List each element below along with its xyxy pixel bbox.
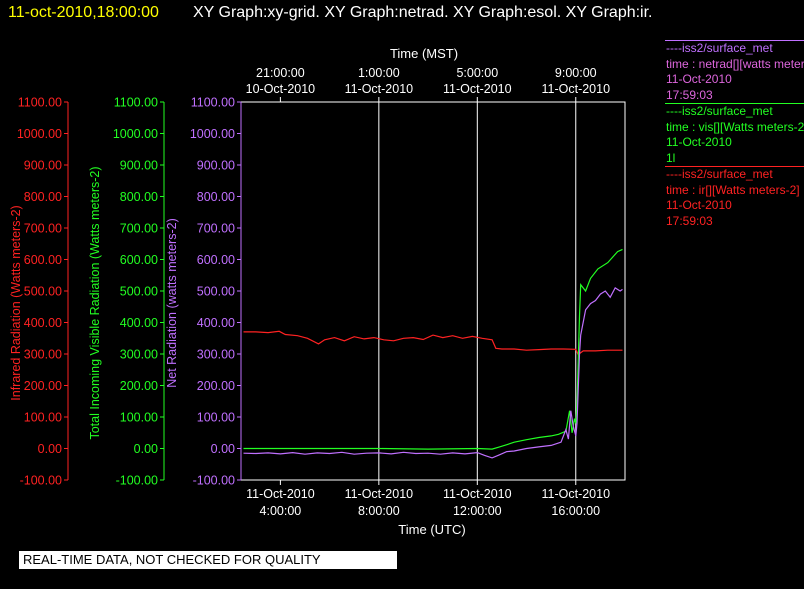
y-axis-vis-tick-label: -100.00 [116,474,158,488]
y-axis-vis-title: Total Incoming Visible Radiation (Watts … [88,166,102,439]
y-axis-vis-tick-label: 700.00 [120,222,158,236]
x-axis-tick-time: 12:00:00 [453,504,502,518]
y-axis-ir-tick-label: 400.00 [24,316,62,330]
legend-variable: time : netrad[][watts meters-2] [666,56,804,71]
y-axis-ir-tick-label: 600.00 [24,253,62,267]
x-axis-tick-date: 11-Oct-2010 [345,487,414,501]
top-axis-tick-time: 21:00:00 [256,66,305,80]
top-axis-tick-time: 9:00:00 [555,66,597,80]
y-axis-vis-tick-label: 900.00 [120,159,158,173]
y-axis-vis-tick-label: 100.00 [120,411,158,425]
legend-entry-ir[interactable]: ----iss2/surface_met time : ir[][Watts m… [665,166,804,229]
y-axis-vis-tick-label: 400.00 [120,316,158,330]
y-axis-net-tick-label: 800.00 [197,190,235,204]
legend-source: ----iss2/surface_met [666,41,773,55]
legend-source: ----iss2/surface_met [666,167,773,181]
x-axis-tick-time: 4:00:00 [260,504,302,518]
top-axis-tick-time: 5:00:00 [456,66,498,80]
legend-entry-netrad[interactable]: ----iss2/surface_met time : netrad[][wat… [665,40,804,103]
y-axis-ir-tick-label: 1000.00 [17,127,62,141]
y-axis-vis-tick-label: 200.00 [120,379,158,393]
legend-time: 17:59:03 [666,213,713,228]
y-axis-ir-tick-label: 700.00 [24,222,62,236]
x-axis-tick-date: 11-Oct-2010 [246,487,315,501]
legend-variable: time : vis[][Watts meters-2] [666,119,804,134]
y-axis-ir-tick-label: 900.00 [24,159,62,173]
legend-time: 17:59:03 [666,87,713,102]
y-axis-ir-tick-label: 300.00 [24,348,62,362]
y-axis-net-title: Net Radiation (watts meters-2) [165,218,179,388]
y-axis-ir-tick-label: -100.00 [20,474,62,488]
legend-variable: time : ir[][Watts meters-2] [666,182,800,197]
series-net-line [243,287,623,459]
legend-date: 11-Oct-2010 [666,198,732,212]
top-axis-tick-date: 10-Oct-2010 [246,82,316,96]
y-axis-net-tick-label: 400.00 [197,316,235,330]
y-axis-ir-tick-label: 800.00 [24,190,62,204]
legend-date: 11-Oct-2010 [666,135,732,149]
series-vis-line [243,248,623,450]
y-axis-net-tick-label: -100.00 [193,474,235,488]
y-axis-net-tick-label: 600.00 [197,253,235,267]
y-axis-vis-tick-label: 500.00 [120,285,158,299]
legend-date: 11-Oct-2010 [666,72,732,86]
quality-disclaimer: REAL-TIME DATA, NOT CHECKED FOR QUALITY [19,551,397,569]
y-axis-net-tick-label: 200.00 [197,379,235,393]
y-axis-vis-tick-label: 0.00 [134,442,158,456]
legend-source: ----iss2/surface_met [666,104,773,118]
y-axis-ir-tick-label: 0.00 [38,442,62,456]
legend-time: 1l [666,150,676,165]
x-axis-title: Time (UTC) [398,522,465,537]
y-axis-net-tick-label: 0.00 [211,442,235,456]
timestamp: 11-oct-2010,18:00:00 [8,4,159,21]
legend: ----iss2/surface_met time : netrad[][wat… [665,40,804,229]
legend-entry-vis[interactable]: ----iss2/surface_met time : vis[][Watts … [665,103,804,166]
y-axis-vis-tick-label: 1000.00 [113,127,158,141]
top-axis-tick-date: 11-Oct-2010 [345,82,414,96]
top-axis-tick-time: 1:00:00 [358,66,400,80]
y-axis-vis-tick-label: 600.00 [120,253,158,267]
top-axis-tick-date: 11-Oct-2010 [541,82,610,96]
y-axis-net-tick-label: 1000.00 [190,127,235,141]
y-axis-net-tick-label: 1100.00 [191,96,235,110]
y-axis-ir-tick-label: 200.00 [24,379,62,393]
y-axis-ir-tick-label: 1100.00 [18,96,62,110]
y-axis-ir-tick-label: 500.00 [24,285,62,299]
x-axis-tick-time: 8:00:00 [358,504,400,518]
graph-list: XY Graph:xy-grid. XY Graph:netrad. XY Gr… [193,4,653,21]
y-axis-vis-tick-label: 1100.00 [114,96,158,110]
y-axis-net-tick-label: 500.00 [197,285,235,299]
series-ir-line [243,330,623,356]
y-axis-vis-tick-label: 800.00 [120,190,158,204]
y-axis-net-tick-label: 700.00 [197,222,235,236]
top-axis-tick-date: 11-Oct-2010 [443,82,512,96]
y-axis-net-tick-label: 100.00 [197,411,235,425]
y-axis-vis-tick-label: 300.00 [120,348,158,362]
top-axis-title: Time (MST) [390,46,458,61]
y-axis-net-tick-label: 900.00 [197,159,235,173]
y-axis-ir-title: Infrared Radiation (Watts meters-2) [9,205,23,400]
x-axis-tick-time: 16:00:00 [551,504,600,518]
y-axis-ir-tick-label: 100.00 [24,411,62,425]
x-axis-tick-date: 11-Oct-2010 [541,487,610,501]
y-axis-net-tick-label: 300.00 [197,348,235,362]
x-axis-tick-date: 11-Oct-2010 [443,487,512,501]
